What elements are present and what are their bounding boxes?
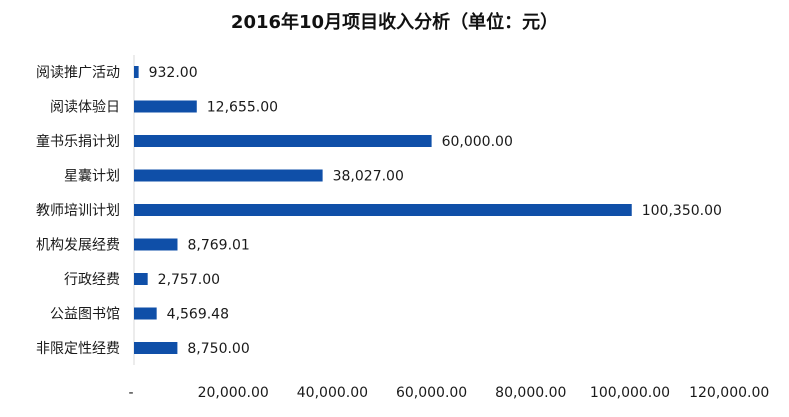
data-label: 4,569.48 [167, 307, 229, 323]
category-label: 星囊计划 [64, 168, 120, 185]
x-tick-label: 40,000.00 [297, 385, 368, 401]
data-label: 12,655.00 [207, 100, 278, 116]
data-label: 60,000.00 [442, 134, 513, 150]
x-tick-label: - [128, 385, 133, 401]
category-label: 阅读推广活动 [36, 64, 120, 81]
category-label: 阅读体验日 [50, 99, 120, 116]
x-tick-label: 60,000.00 [396, 385, 467, 401]
data-label: 38,027.00 [333, 169, 404, 185]
category-label: 教师培训计划 [36, 203, 120, 219]
bar [134, 169, 323, 182]
bar [134, 100, 197, 113]
x-tick-label: 20,000.00 [198, 385, 269, 401]
bar [134, 66, 139, 78]
bar [134, 238, 178, 251]
data-label: 2,757.00 [158, 272, 220, 288]
bar [134, 135, 432, 147]
bar [134, 204, 632, 216]
chart-title: 2016年10月项目收入分析（单位：元） [230, 12, 559, 33]
category-label: 童书乐捐计划 [36, 133, 120, 150]
category-label: 行政经费 [64, 272, 120, 288]
data-label: 932.00 [149, 65, 198, 81]
data-label: 100,350.00 [642, 203, 722, 219]
bar [134, 307, 157, 320]
x-tick-label: 120,000.00 [689, 385, 769, 401]
bar [134, 342, 178, 354]
bar [134, 273, 148, 285]
data-label: 8,750.00 [187, 341, 249, 357]
category-label: 非限定性经费 [36, 341, 120, 357]
category-label: 机构发展经费 [36, 238, 120, 254]
x-tick-label: 80,000.00 [495, 385, 566, 401]
data-label: 8,769.01 [187, 238, 249, 254]
category-label: 公益图书馆 [50, 307, 120, 323]
x-tick-label: 100,000.00 [590, 385, 670, 401]
